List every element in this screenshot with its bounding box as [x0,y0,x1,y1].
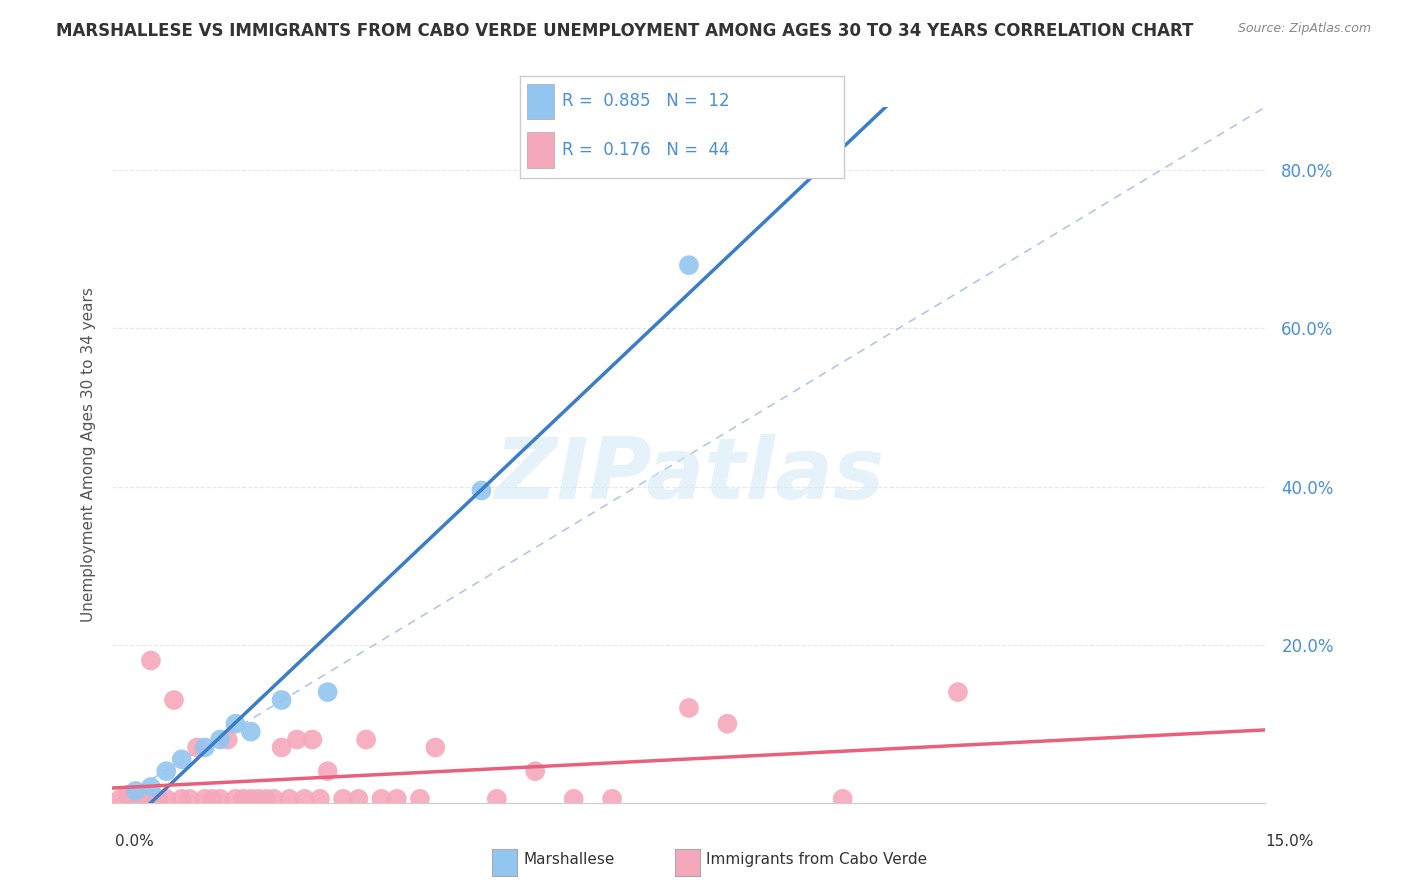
Point [155,792,177,806]
Point [425,740,447,755]
Point [224,716,246,731]
Text: R =  0.885   N =  12: R = 0.885 N = 12 [562,93,730,111]
Point [124,784,146,798]
Text: ZIPatlas: ZIPatlas [494,434,884,517]
Point [678,258,700,272]
Point [209,792,232,806]
FancyBboxPatch shape [527,132,554,168]
Point [946,685,969,699]
Point [139,780,162,794]
Point [132,792,155,806]
Text: R =  0.176   N =  44: R = 0.176 N = 44 [562,141,730,159]
Point [409,792,432,806]
Point [524,764,547,779]
Point [354,732,377,747]
Point [194,740,217,755]
Point [139,792,162,806]
Point [347,792,370,806]
Point [254,792,277,806]
Point [309,792,332,806]
Point [485,792,508,806]
Point [148,792,170,806]
Point [108,792,131,806]
Point [332,792,354,806]
Text: Source: ZipAtlas.com: Source: ZipAtlas.com [1237,22,1371,36]
Point [270,740,292,755]
Y-axis label: Unemployment Among Ages 30 to 34 years: Unemployment Among Ages 30 to 34 years [80,287,96,623]
Point [179,792,201,806]
Point [239,792,262,806]
Point [163,693,186,707]
Point [285,732,308,747]
Point [247,792,270,806]
Point [201,792,224,806]
Point [270,693,292,707]
Point [600,792,623,806]
Point [831,792,853,806]
Point [716,716,738,731]
Point [155,764,177,779]
Point [170,792,193,806]
Point [370,792,392,806]
Point [239,724,262,739]
Point [301,732,323,747]
Text: 0.0%: 0.0% [115,834,155,849]
FancyBboxPatch shape [527,84,554,120]
Point [316,764,339,779]
Point [678,701,700,715]
Point [232,792,254,806]
Point [470,483,492,498]
Point [224,792,246,806]
Text: Marshallese: Marshallese [523,852,614,867]
Point [294,792,316,806]
Text: Immigrants from Cabo Verde: Immigrants from Cabo Verde [706,852,927,867]
Point [209,732,232,747]
Text: MARSHALLESE VS IMMIGRANTS FROM CABO VERDE UNEMPLOYMENT AMONG AGES 30 TO 34 YEARS: MARSHALLESE VS IMMIGRANTS FROM CABO VERD… [56,22,1194,40]
Point [139,653,162,667]
Point [117,788,139,802]
Point [385,792,408,806]
Point [278,792,301,806]
Point [194,792,217,806]
Point [263,792,285,806]
Point [316,685,339,699]
Text: 15.0%: 15.0% [1265,834,1313,849]
Point [124,792,146,806]
Point [170,752,193,766]
Point [186,740,208,755]
Point [217,732,239,747]
Point [562,792,585,806]
